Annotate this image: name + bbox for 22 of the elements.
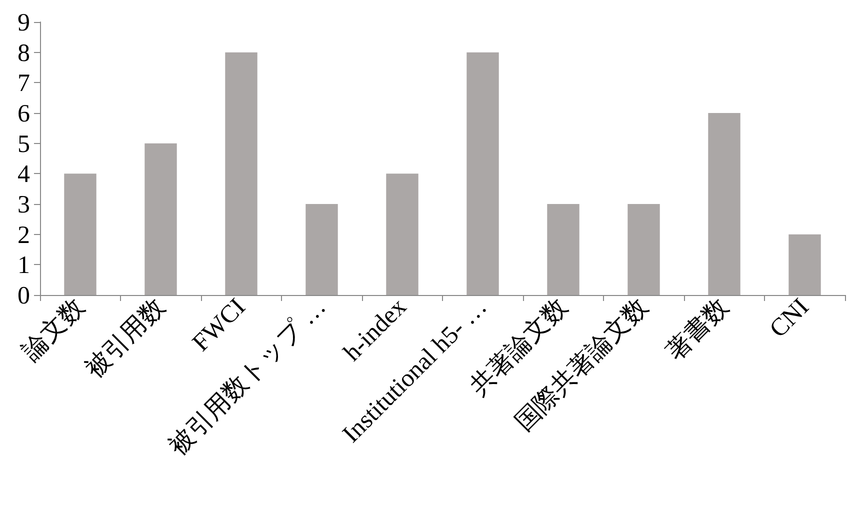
bar (708, 113, 740, 295)
bar (225, 52, 258, 295)
bar (64, 174, 96, 295)
y-tick-label: 0 (18, 282, 30, 310)
y-tick-label: 4 (18, 161, 30, 188)
y-tick-label: 5 (18, 130, 30, 158)
x-tick-label: CNI (764, 293, 814, 343)
y-tick-label: 7 (18, 70, 30, 98)
bar (547, 204, 580, 295)
bar (144, 143, 177, 295)
bar (386, 174, 418, 295)
x-tick-label: 著書数 (662, 293, 734, 366)
bar (788, 234, 821, 295)
y-tick-label: 8 (18, 40, 30, 67)
bar (306, 204, 338, 295)
y-tick-label: 2 (18, 222, 30, 249)
y-tick-label: 1 (18, 252, 30, 280)
bar (628, 204, 660, 295)
y-tick-label: 9 (18, 10, 30, 36)
y-tick-label: 3 (18, 192, 30, 218)
bar (466, 52, 499, 295)
y-tick-label: 6 (18, 100, 30, 128)
